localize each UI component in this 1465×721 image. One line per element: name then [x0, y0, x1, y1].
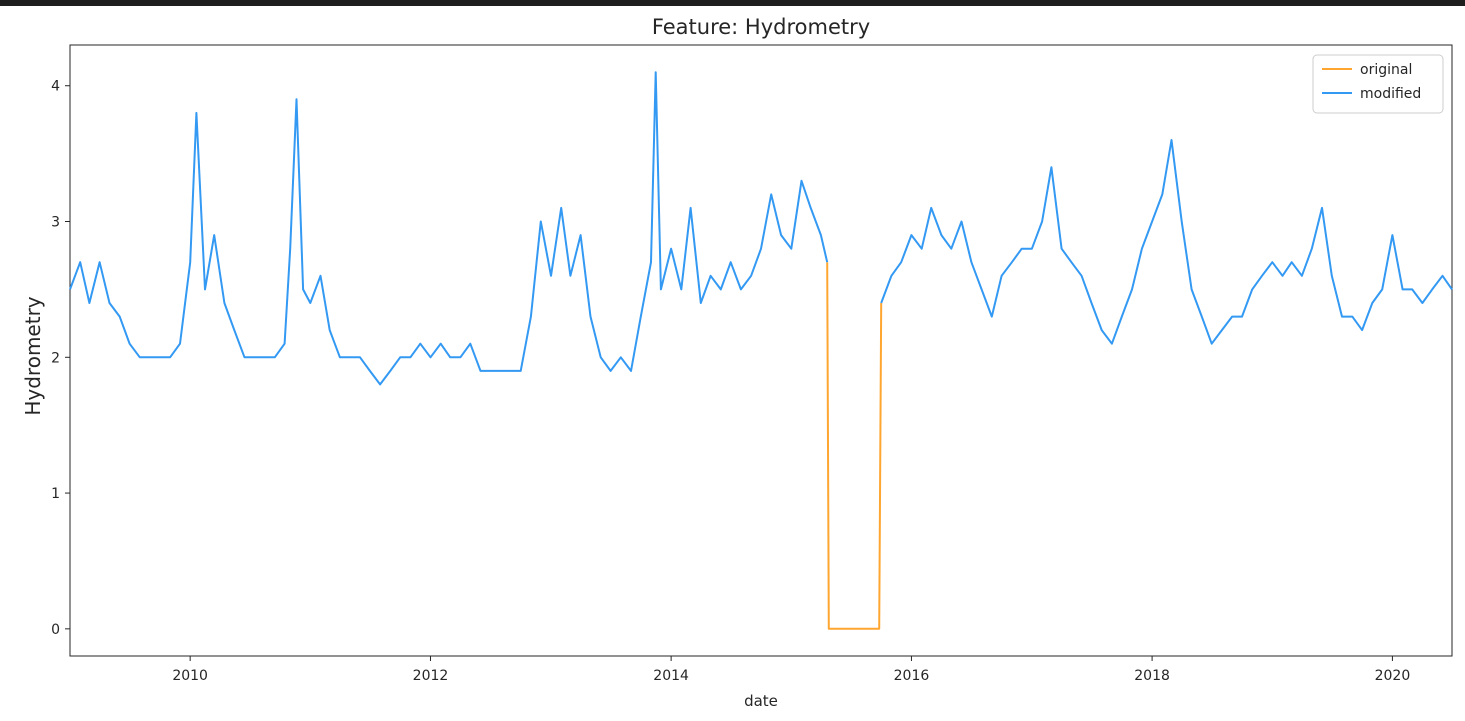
- y-tick-label: 4: [51, 79, 60, 95]
- x-tick-label: 2018: [1134, 668, 1170, 684]
- y-tick-label: 3: [51, 215, 60, 231]
- legend-label-original: original: [1360, 62, 1412, 78]
- x-tick-label: 2010: [172, 668, 208, 684]
- chart-title: Feature: Hydrometry: [652, 15, 870, 39]
- legend-label-modified: modified: [1360, 86, 1421, 102]
- x-tick-label: 2020: [1375, 668, 1411, 684]
- x-tick-label: 2012: [413, 668, 449, 684]
- y-tick-label: 1: [51, 486, 60, 502]
- series-layer: [69, 71, 1453, 630]
- x-axis-ticks: 2010 2012 2014 2016 2018 2020: [172, 656, 1410, 684]
- y-axis-title: Hydrometry: [21, 296, 45, 415]
- x-tick-label: 2014: [653, 668, 689, 684]
- y-axis-ticks: 0 1 2 3 4: [51, 79, 70, 638]
- y-tick-label: 0: [51, 622, 60, 638]
- series-line-original: [826, 262, 883, 630]
- chart-figure: Feature: Hydrometry date Hydrometry 2010…: [0, 6, 1465, 721]
- series-line-modified-part2: [880, 139, 1453, 345]
- y-tick-label: 2: [51, 350, 60, 366]
- line-chart: Feature: Hydrometry date Hydrometry 2010…: [21, 15, 1453, 710]
- plot-area: [69, 44, 1453, 657]
- x-tick-label: 2016: [894, 668, 930, 684]
- legend: original modified: [1312, 54, 1444, 114]
- x-axis-title: date: [744, 692, 778, 710]
- series-line-modified-part1: [69, 71, 829, 386]
